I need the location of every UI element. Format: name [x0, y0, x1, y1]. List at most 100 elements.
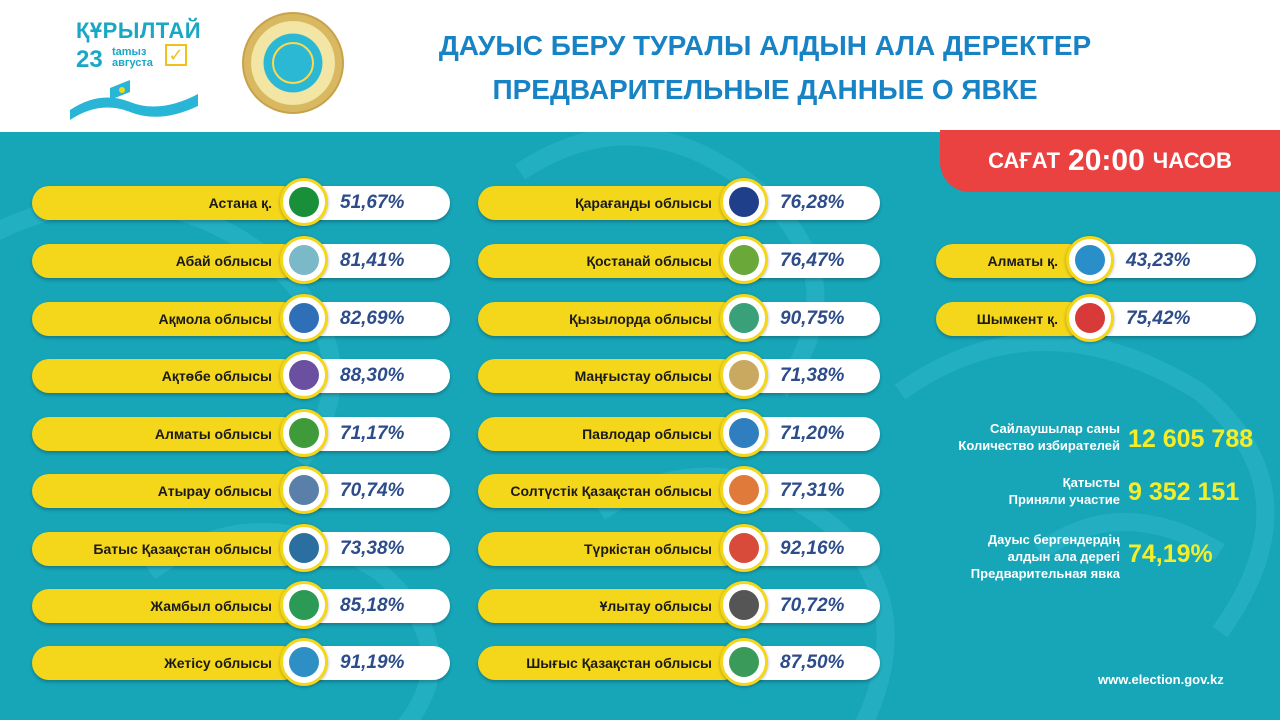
region-emblem-icon [720, 351, 768, 399]
region-name-bg [478, 302, 740, 336]
region-emblem-icon [280, 178, 328, 226]
region-row: Батыс Қазақстан облысы 73,38% [32, 524, 450, 572]
logo-month-ru: августа [112, 57, 153, 69]
region-turnout: 71,17% [340, 423, 405, 444]
region-row: Шымкент қ. 75,42% [936, 294, 1256, 342]
region-turnout: 75,42% [1126, 308, 1191, 329]
region-emblem-icon [720, 581, 768, 629]
turnout-label-ru: Предварительная явка [970, 566, 1120, 581]
turnout-label: Дауыс бергендердің алдын ала дерегі Пред… [930, 531, 1120, 582]
region-row: Маңғыстау облысы 71,38% [478, 351, 880, 399]
region-emblem-icon [1066, 236, 1114, 284]
emblem-core [729, 245, 759, 275]
region-row: Қызылорда облысы 90,75% [478, 294, 880, 342]
region-name: Павлодар облысы [582, 426, 712, 442]
emblem-core [289, 418, 319, 448]
region-name-bg [478, 646, 740, 680]
region-name-bg [32, 589, 300, 623]
region-name-bg [32, 359, 300, 393]
logo-month: tamыз августа [112, 47, 153, 69]
time-prefix: САҒАТ [988, 148, 1061, 173]
region-name-bg [32, 302, 300, 336]
emblem-core [729, 187, 759, 217]
region-turnout: 85,18% [340, 595, 405, 616]
region-name: Қарағанды облысы [575, 195, 712, 211]
region-turnout: 82,69% [340, 308, 405, 329]
kurultai-logo: ҚҰРЫЛТАЙ 23 tamыз августа ✓ [70, 14, 202, 126]
website-link[interactable]: www.election.gov.kz [1098, 672, 1224, 687]
region-row: Шығыс Қазақстан облысы 87,50% [478, 638, 880, 686]
region-row: Жамбыл облысы 85,18% [32, 581, 450, 629]
time-badge: САҒАТ 20:00 ЧАСОВ [940, 130, 1280, 192]
region-emblem-icon [280, 638, 328, 686]
region-emblem-icon [280, 409, 328, 457]
region-emblem-icon [280, 294, 328, 342]
region-name-bg [32, 186, 300, 220]
region-name-bg [478, 474, 740, 508]
emblem-core [729, 418, 759, 448]
region-row: Алматы облысы 71,17% [32, 409, 450, 457]
emblem-core [729, 360, 759, 390]
region-name: Солтүстік Қазақстан облысы [510, 483, 712, 499]
region-row: Астана қ. 51,67% [32, 178, 450, 226]
region-name: Ақмола облысы [158, 311, 272, 327]
region-row: Түркістан облысы 92,16% [478, 524, 880, 572]
page-title-kz: ДАУЫС БЕРУ ТУРАЛЫ АЛДЫН АЛА ДЕРЕКТЕР [438, 30, 1092, 61]
time-suffix: ЧАСОВ [1152, 148, 1232, 173]
region-emblem-icon [720, 638, 768, 686]
region-emblem-icon [280, 236, 328, 284]
region-turnout: 71,38% [780, 365, 845, 386]
region-turnout: 92,16% [780, 538, 845, 559]
logo-day: 23 [76, 46, 103, 73]
emblem-core [729, 590, 759, 620]
region-name: Қостанай облысы [586, 253, 712, 269]
region-name: Алматы облысы [154, 426, 272, 442]
region-name: Ақтөбе облысы [161, 368, 272, 384]
region-row: Жетісу облысы 91,19% [32, 638, 450, 686]
region-emblem-icon [280, 351, 328, 399]
page-title-ru: ПРЕДВАРИТЕЛЬНЫЕ ДАННЫЕ О ЯВКЕ [492, 74, 1038, 105]
emblem-core [289, 647, 319, 677]
region-emblem-icon [720, 294, 768, 342]
region-name: Қызылорда облысы [569, 311, 712, 327]
voters-value: 12 605 788 [1128, 425, 1254, 453]
time-value: 20:00 [1068, 144, 1145, 177]
emblem-core [289, 303, 319, 333]
turnout-label-kz1: Дауыс бергендердің [987, 532, 1120, 547]
region-name-bg [32, 532, 300, 566]
region-turnout: 76,28% [780, 192, 845, 213]
emblem-core [1075, 245, 1105, 275]
emblem-core [289, 245, 319, 275]
region-emblem-icon [720, 524, 768, 572]
participated-label-kz: Қатысты [1062, 475, 1120, 490]
participated-label-ru: Приняли участие [1008, 492, 1120, 507]
region-turnout: 70,74% [340, 480, 405, 501]
region-name: Маңғыстау облысы [574, 368, 712, 384]
region-name: Атырау облысы [157, 483, 272, 499]
region-row: Ұлытау облысы 70,72% [478, 581, 880, 629]
region-name-bg [936, 244, 1086, 278]
region-row: Солтүстік Қазақстан облысы 77,31% [478, 466, 880, 514]
region-name-bg [478, 186, 740, 220]
region-name: Жетісу облысы [164, 655, 272, 671]
region-emblem-icon [720, 178, 768, 226]
voters-label-kz: Сайлаушылар саны [989, 421, 1120, 436]
emblem-core [729, 533, 759, 563]
emblem-core [289, 475, 319, 505]
region-turnout: 88,30% [340, 365, 405, 386]
region-emblem-icon [720, 236, 768, 284]
emblem-core [289, 590, 319, 620]
region-emblem-icon [1066, 294, 1114, 342]
region-turnout: 87,50% [780, 652, 845, 673]
region-turnout: 91,19% [340, 652, 405, 673]
region-turnout: 71,20% [780, 423, 845, 444]
logo-title: ҚҰРЫЛТАЙ [76, 18, 202, 43]
region-turnout: 73,38% [340, 538, 405, 559]
region-name: Астана қ. [208, 195, 272, 211]
region-name: Жамбыл облысы [150, 598, 272, 614]
region-turnout: 70,72% [780, 595, 845, 616]
region-turnout: 76,47% [780, 250, 845, 271]
region-row: Ақмола облысы 82,69% [32, 294, 450, 342]
voters-label: Сайлаушылар саны Количество избирателей [930, 420, 1120, 454]
participated-label: Қатысты Приняли участие [930, 474, 1120, 508]
